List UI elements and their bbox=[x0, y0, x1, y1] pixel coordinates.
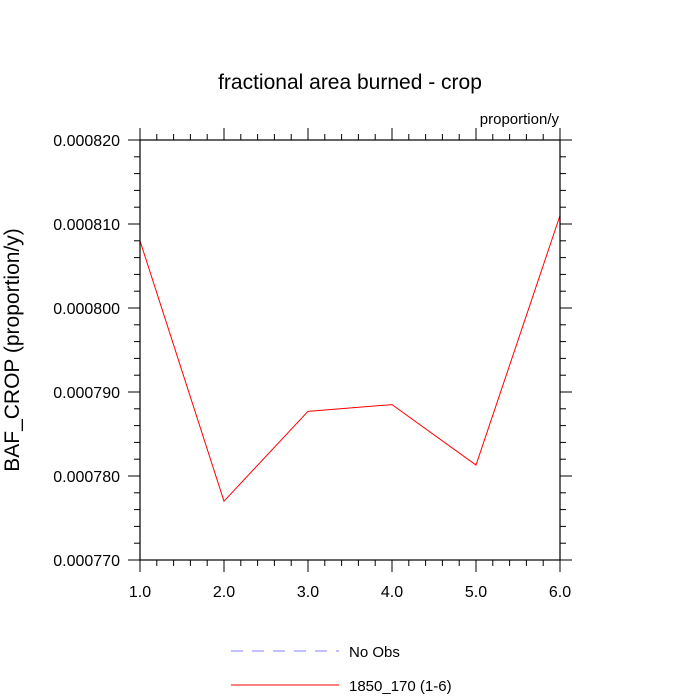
legend-label-no-obs: No Obs bbox=[349, 644, 400, 661]
legend-label-1850-170: 1850_170 (1-6) bbox=[349, 678, 452, 695]
x-tick-label: 2.0 bbox=[213, 584, 235, 601]
y-tick-label: 0.000810 bbox=[53, 217, 120, 234]
x-tick-label: 6.0 bbox=[549, 584, 571, 601]
tick-marks bbox=[128, 128, 572, 572]
y-tick-label: 0.000800 bbox=[53, 301, 120, 318]
legend: No Obs 1850_170 (1-6) bbox=[231, 644, 452, 695]
series-line-1 bbox=[139, 215, 561, 503]
x-tick-label: 4.0 bbox=[381, 584, 403, 601]
y-tick-label: 0.000790 bbox=[53, 385, 120, 402]
y-tick-label: 0.000770 bbox=[53, 553, 120, 570]
x-tick-label: 1.0 bbox=[129, 584, 151, 601]
chart-title: fractional area burned - crop bbox=[218, 71, 482, 94]
y-tick-label: 0.000780 bbox=[53, 469, 120, 486]
units-label: proportion/y bbox=[480, 111, 560, 128]
x-tick-label: 5.0 bbox=[465, 584, 487, 601]
tick-labels: 1.0 2.0 3.0 4.0 5.0 6.0 0.000770 0.000780 0.0007… bbox=[53, 133, 571, 601]
x-tick-label: 3.0 bbox=[297, 584, 319, 601]
plot-frame bbox=[139, 139, 561, 561]
series-layer bbox=[139, 215, 561, 503]
y-axis-label: BAF_CROP (proportion/y) bbox=[1, 228, 24, 472]
y-tick-label: 0.000820 bbox=[53, 133, 120, 150]
